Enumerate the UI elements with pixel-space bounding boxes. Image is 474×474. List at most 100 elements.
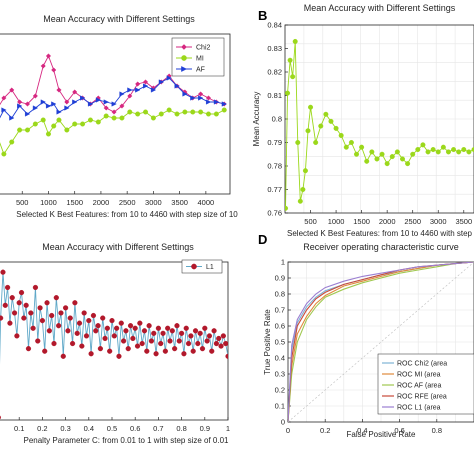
data-point bbox=[32, 284, 39, 291]
data-point bbox=[109, 318, 115, 324]
data-point bbox=[150, 115, 156, 121]
data-point bbox=[451, 147, 457, 153]
chart-title: Mean Accuracy with Different Settings bbox=[304, 3, 456, 13]
data-point bbox=[211, 328, 217, 334]
data-point bbox=[123, 328, 129, 334]
legend-box bbox=[171, 37, 225, 77]
data-point bbox=[305, 128, 311, 134]
data-point bbox=[72, 121, 78, 127]
legend-label: ROC MI (area bbox=[397, 372, 441, 379]
data-point bbox=[45, 103, 52, 109]
data-point bbox=[148, 338, 155, 344]
data-point bbox=[111, 101, 117, 107]
data-point bbox=[204, 338, 210, 344]
data-point bbox=[198, 95, 204, 101]
x-tick-label: 0.2 bbox=[37, 424, 47, 433]
data-point bbox=[182, 91, 188, 97]
data-point bbox=[139, 340, 145, 347]
data-point bbox=[44, 300, 50, 306]
data-point bbox=[297, 198, 303, 204]
data-point bbox=[354, 151, 360, 157]
data-point bbox=[174, 83, 180, 89]
y-tick-label: 1 bbox=[281, 258, 285, 267]
data-point bbox=[430, 147, 436, 153]
data-point bbox=[205, 99, 212, 105]
data-point bbox=[79, 343, 85, 349]
data-layer bbox=[0, 269, 228, 420]
data-point bbox=[135, 81, 141, 87]
data-point bbox=[198, 109, 204, 115]
data-point bbox=[32, 93, 38, 99]
data-point bbox=[95, 119, 101, 125]
legend-label: MI bbox=[196, 56, 204, 63]
data-point bbox=[32, 121, 38, 127]
panel-4 bbox=[287, 261, 474, 423]
data-point bbox=[9, 115, 15, 121]
data-point bbox=[1, 95, 7, 101]
data-point bbox=[46, 328, 52, 334]
y-axis-label: True Positive Rate bbox=[263, 309, 272, 375]
data-point bbox=[435, 149, 441, 155]
data-point bbox=[198, 91, 204, 97]
data-point bbox=[60, 353, 66, 359]
data-point bbox=[11, 310, 18, 316]
data-point bbox=[72, 300, 78, 306]
x-tick-label: 2500 bbox=[404, 217, 421, 226]
data-point bbox=[16, 300, 22, 306]
y-tick-label: 0.79 bbox=[267, 138, 282, 147]
data-point bbox=[86, 318, 92, 324]
x-tick-label: 0.6 bbox=[394, 426, 404, 435]
y-tick-label: 0.81 bbox=[267, 91, 282, 100]
x-tick-label: 0.8 bbox=[432, 426, 442, 435]
x-tick-label: 3000 bbox=[430, 217, 447, 226]
data-point bbox=[93, 328, 99, 334]
data-point bbox=[14, 333, 20, 339]
data-point bbox=[4, 284, 11, 291]
data-point bbox=[2, 302, 8, 308]
data-point bbox=[80, 121, 86, 127]
legend-label: ROC Chi2 (area bbox=[397, 361, 447, 368]
data-point bbox=[179, 330, 185, 336]
x-tick-label: 500 bbox=[16, 198, 29, 207]
legend-marker bbox=[191, 263, 197, 270]
data-point bbox=[206, 333, 213, 339]
data-point bbox=[221, 107, 227, 113]
y-tick-label: 0.5 bbox=[275, 338, 285, 347]
data-point bbox=[40, 117, 46, 123]
data-point bbox=[24, 127, 30, 133]
data-point bbox=[103, 105, 109, 111]
y-tick-label: 0.82 bbox=[267, 68, 282, 77]
data-point bbox=[394, 149, 400, 155]
y-tick-label: 0.83 bbox=[267, 44, 282, 53]
data-point bbox=[160, 330, 166, 336]
data-point bbox=[181, 351, 187, 357]
data-point bbox=[37, 305, 43, 311]
data-point bbox=[32, 105, 39, 111]
data-point bbox=[205, 95, 212, 101]
data-point bbox=[56, 323, 62, 329]
data-point bbox=[287, 57, 293, 63]
data-point bbox=[213, 340, 220, 347]
series-line-l1 bbox=[0, 272, 228, 365]
x-tick-label: 0.3 bbox=[60, 424, 70, 433]
x-axis-label: Selected K Best Features: from 10 to 446… bbox=[16, 210, 238, 219]
data-point bbox=[174, 323, 180, 329]
x-tick-label: 0.4 bbox=[84, 424, 94, 433]
data-point bbox=[135, 87, 141, 93]
y-tick-label: 0.84 bbox=[267, 21, 282, 30]
y-tick-label: 0.9 bbox=[275, 274, 285, 283]
data-point bbox=[135, 111, 141, 117]
data-point bbox=[100, 315, 106, 321]
data-point bbox=[223, 340, 228, 347]
plot-frame bbox=[0, 33, 231, 195]
y-tick-label: 0.2 bbox=[275, 386, 285, 395]
legend-label: Chi2 bbox=[196, 45, 211, 52]
panel-letter: B bbox=[258, 8, 267, 23]
x-tick-label: 2500 bbox=[119, 198, 136, 207]
data-point bbox=[1, 151, 7, 157]
legend-marker bbox=[181, 44, 187, 50]
y-tick-label: 0.3 bbox=[275, 370, 285, 379]
legend-marker bbox=[181, 55, 187, 61]
x-tick-label: 1000 bbox=[40, 198, 57, 207]
data-point bbox=[127, 87, 133, 93]
